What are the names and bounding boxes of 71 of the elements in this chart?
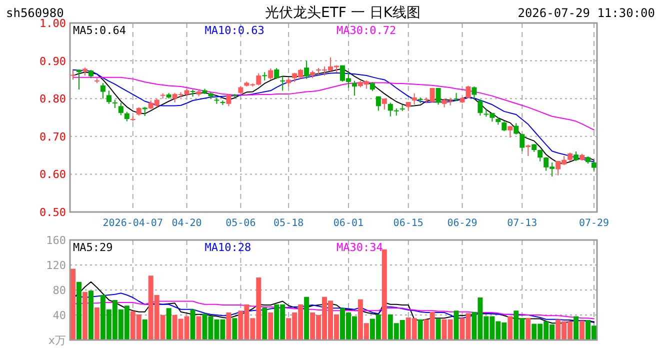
bar <box>262 308 268 340</box>
candlestick <box>406 102 411 112</box>
y-tick-label: 0.60 <box>40 168 66 182</box>
bar <box>232 318 238 340</box>
bar <box>382 249 387 340</box>
candlestick <box>280 76 286 92</box>
text: sh560980 <box>6 6 64 20</box>
text: MA10:0.63 <box>204 24 264 37</box>
candlestick <box>142 106 148 116</box>
candlestick <box>466 85 471 98</box>
text: MA30:0.72 <box>336 24 396 37</box>
candlestick <box>376 96 381 112</box>
text: MA5:29 <box>73 241 113 254</box>
candlestick <box>388 102 393 117</box>
candlestick <box>370 81 375 92</box>
bar <box>454 310 459 340</box>
candlestick <box>112 99 118 109</box>
bar <box>226 312 232 340</box>
candlestick <box>574 151 579 162</box>
chart-title: 光伏龙头ETF 一 日K线图 <box>265 5 421 21</box>
candlestick <box>478 99 483 116</box>
candlestick <box>100 82 106 100</box>
y-tick-label: 0.90 <box>40 54 66 68</box>
bar <box>418 319 423 340</box>
bar <box>574 316 579 340</box>
y-tick-label: 120 <box>46 259 66 272</box>
candlestick <box>106 90 112 104</box>
y-tick-label: 160 <box>46 234 66 247</box>
candlestick <box>436 88 441 106</box>
y-tick-label: 0.50 <box>40 206 66 219</box>
candlestick <box>526 144 531 157</box>
bar <box>196 316 202 340</box>
candlestick <box>472 86 477 100</box>
bar <box>508 316 513 340</box>
text: MA30:34 <box>336 241 384 254</box>
candlestick <box>118 102 124 116</box>
bar <box>268 312 274 340</box>
bar <box>82 292 88 340</box>
candlestick <box>226 94 232 107</box>
y-tick-label: x万 <box>48 334 66 347</box>
bar <box>142 319 148 340</box>
bar <box>580 320 585 340</box>
bar <box>190 309 196 340</box>
candlestick <box>538 149 543 162</box>
y-tick-label: 40 <box>52 309 66 322</box>
candlestick <box>268 68 274 80</box>
text: MA5:0.64 <box>73 24 126 37</box>
candlestick <box>502 120 507 132</box>
text: MA10:28 <box>204 241 252 254</box>
candlestick <box>352 80 357 96</box>
candlestick <box>124 111 130 122</box>
bar <box>304 296 310 340</box>
bar <box>94 308 100 340</box>
y-tick-label: 80 <box>52 284 66 297</box>
candlestick <box>412 92 417 106</box>
bar <box>436 318 441 340</box>
bar <box>526 318 531 340</box>
candlestick <box>304 60 310 80</box>
text: 2026-07-29 11:30:00 <box>518 6 655 20</box>
bar <box>76 282 82 340</box>
candlestick <box>514 122 519 136</box>
candlestick <box>382 98 387 110</box>
candlestick <box>274 67 280 80</box>
candlestick <box>70 70 76 80</box>
candlestick <box>520 133 525 152</box>
y-tick-label: 0.80 <box>40 92 66 106</box>
candlestick <box>262 72 268 81</box>
bar <box>88 290 94 340</box>
bar <box>166 308 172 340</box>
y-tick-label: 1.00 <box>40 17 66 30</box>
y-tick-label: 0.70 <box>40 130 66 144</box>
